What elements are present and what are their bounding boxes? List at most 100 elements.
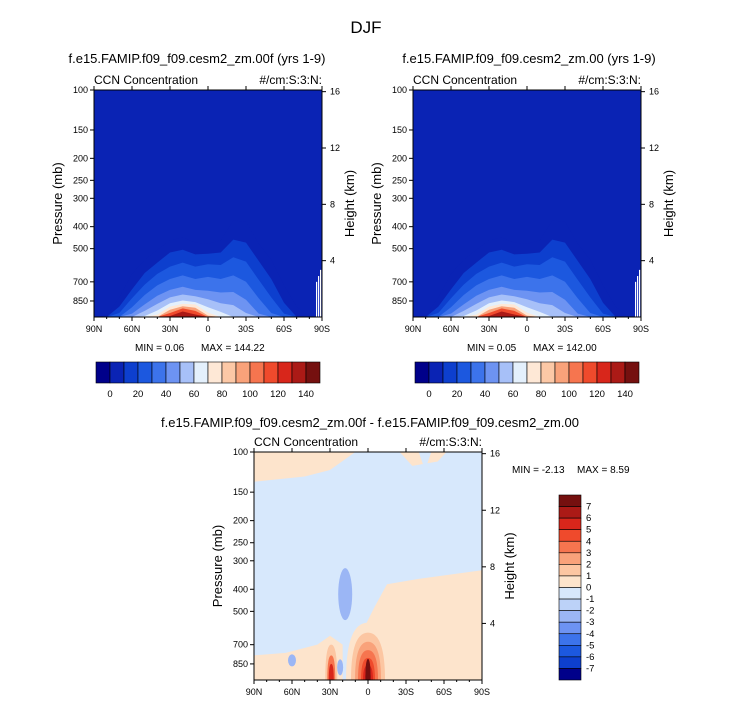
contour-level <box>413 303 641 317</box>
x-tick-label: 60S <box>595 324 611 334</box>
y-axis-title: Pressure (mb) <box>369 162 384 244</box>
y-tick-label: 700 <box>392 277 407 287</box>
y-tick-label: 250 <box>392 175 407 185</box>
colorbar-swatch <box>263 361 279 384</box>
x-tick-label: 30S <box>238 324 254 334</box>
colorbar-label: 1 <box>586 571 591 582</box>
colorbar-swatch <box>193 361 209 384</box>
colorbar-label: 0 <box>586 583 591 594</box>
contour-level <box>288 654 296 667</box>
colorbar-label: 2 <box>586 559 591 570</box>
colorbar-swatch <box>428 361 444 384</box>
panel-title: f.e15.FAMIP.f09_f09.cesm2_zm.00 (yrs 1-9… <box>402 51 655 66</box>
contour-level <box>639 269 641 317</box>
colorbar-swatch <box>165 361 181 384</box>
contour-fill <box>94 90 322 317</box>
colorbar-swatch <box>456 361 472 384</box>
x-tick-label: 60S <box>436 687 452 697</box>
contour-fill <box>413 90 641 317</box>
x-tick-label: 30N <box>162 324 179 334</box>
y-tick-label: 100 <box>73 85 88 95</box>
x-tick-label: 30S <box>398 687 414 697</box>
height-tick-label: 12 <box>490 505 500 515</box>
colorbar-swatch <box>442 361 458 384</box>
colorbar-swatch <box>610 361 626 384</box>
colorbar-swatch <box>558 564 582 577</box>
colorbar: 0 20 40 60 80 100 120 140 <box>95 361 321 400</box>
y-tick-label: 100 <box>392 85 407 95</box>
contour-level <box>318 276 320 317</box>
y-tick-label: 500 <box>73 244 88 254</box>
colorbar-swatch <box>179 361 195 384</box>
colorbar-swatch <box>558 598 582 611</box>
colorbar-swatch <box>305 361 321 384</box>
colorbar-swatch <box>291 361 307 384</box>
x-tick-label: 60N <box>124 324 141 334</box>
colorbar-swatch <box>558 540 582 554</box>
colorbar-label: 0 <box>107 389 112 400</box>
colorbar-label: -1 <box>586 594 594 605</box>
contour-level <box>337 659 344 676</box>
colorbar-swatch <box>582 361 598 384</box>
colorbar-swatch <box>558 645 582 658</box>
colorbar-label: 0 <box>426 389 431 400</box>
colorbar-swatch <box>526 361 542 384</box>
colorbar-swatch <box>151 361 167 384</box>
colorbar-swatch <box>558 656 582 669</box>
colorbar-swatch <box>277 361 293 384</box>
contour-level <box>635 281 637 317</box>
contour-level <box>94 300 322 317</box>
colorbar-swatch <box>137 361 153 384</box>
x-tick-label: 0 <box>365 687 370 697</box>
x-tick-label: 90N <box>86 324 103 334</box>
x-tick-label: 90S <box>474 687 490 697</box>
y-tick-label: 200 <box>392 153 407 163</box>
colorbar-label: -5 <box>586 640 594 651</box>
y-tick-label: 500 <box>392 244 407 254</box>
contour-level <box>637 276 639 317</box>
y-tick-label: 850 <box>233 659 248 669</box>
panel-top-right: f.e15.FAMIP.f09_f09.cesm2_zm.00 (yrs 1-9… <box>369 51 676 400</box>
colorbar-label: 6 <box>586 513 591 524</box>
contour-level <box>94 294 322 317</box>
contour-level <box>254 635 343 680</box>
contour-level <box>254 452 356 482</box>
units-label: #/cm:S:3:N: <box>578 73 641 87</box>
height-tick-label: 8 <box>490 562 495 572</box>
variable-label: CCN Concentration <box>254 435 358 449</box>
min-label: MIN = 0.05 <box>467 343 517 354</box>
colorbar-swatch <box>558 506 582 519</box>
y-tick-label: 250 <box>73 175 88 185</box>
contour-level <box>328 663 334 680</box>
height-tick-label: 8 <box>649 199 654 209</box>
colorbar-label: 80 <box>217 389 228 400</box>
y-tick-label: 250 <box>233 538 248 548</box>
colorbar-label: 100 <box>561 389 577 400</box>
y-axis-title: Pressure (mb) <box>210 525 225 607</box>
y-tick-label: 700 <box>233 640 248 650</box>
max-label: MAX = 142.00 <box>533 343 597 354</box>
colorbar-label: 5 <box>586 525 591 536</box>
contour-fill <box>254 452 482 680</box>
colorbar-label: 40 <box>161 389 172 400</box>
colorbar-label: 100 <box>242 389 258 400</box>
contour-level <box>413 300 641 317</box>
colorbar-swatch <box>558 668 582 681</box>
colorbar-swatch <box>554 361 570 384</box>
x-tick-label: 60S <box>276 324 292 334</box>
height-tick-label: 4 <box>490 618 495 628</box>
colorbar-label: 140 <box>298 389 314 400</box>
colorbar-swatch <box>470 361 486 384</box>
y-tick-label: 300 <box>392 193 407 203</box>
colorbar-swatch <box>558 610 582 623</box>
contour-level <box>418 452 432 471</box>
colorbar-label: -4 <box>586 629 594 640</box>
colorbar-label: 60 <box>189 389 200 400</box>
colorbar: 0 20 40 60 80 100 120 140 <box>414 361 640 400</box>
colorbar-swatch <box>109 361 125 384</box>
panel-title: f.e15.FAMIP.f09_f09.cesm2_zm.00f - f.e15… <box>161 415 579 430</box>
min-label: MIN = 0.06 <box>135 343 185 354</box>
y-tick-label: 200 <box>233 516 248 526</box>
units-label: #/cm:S:3:N: <box>419 435 482 449</box>
